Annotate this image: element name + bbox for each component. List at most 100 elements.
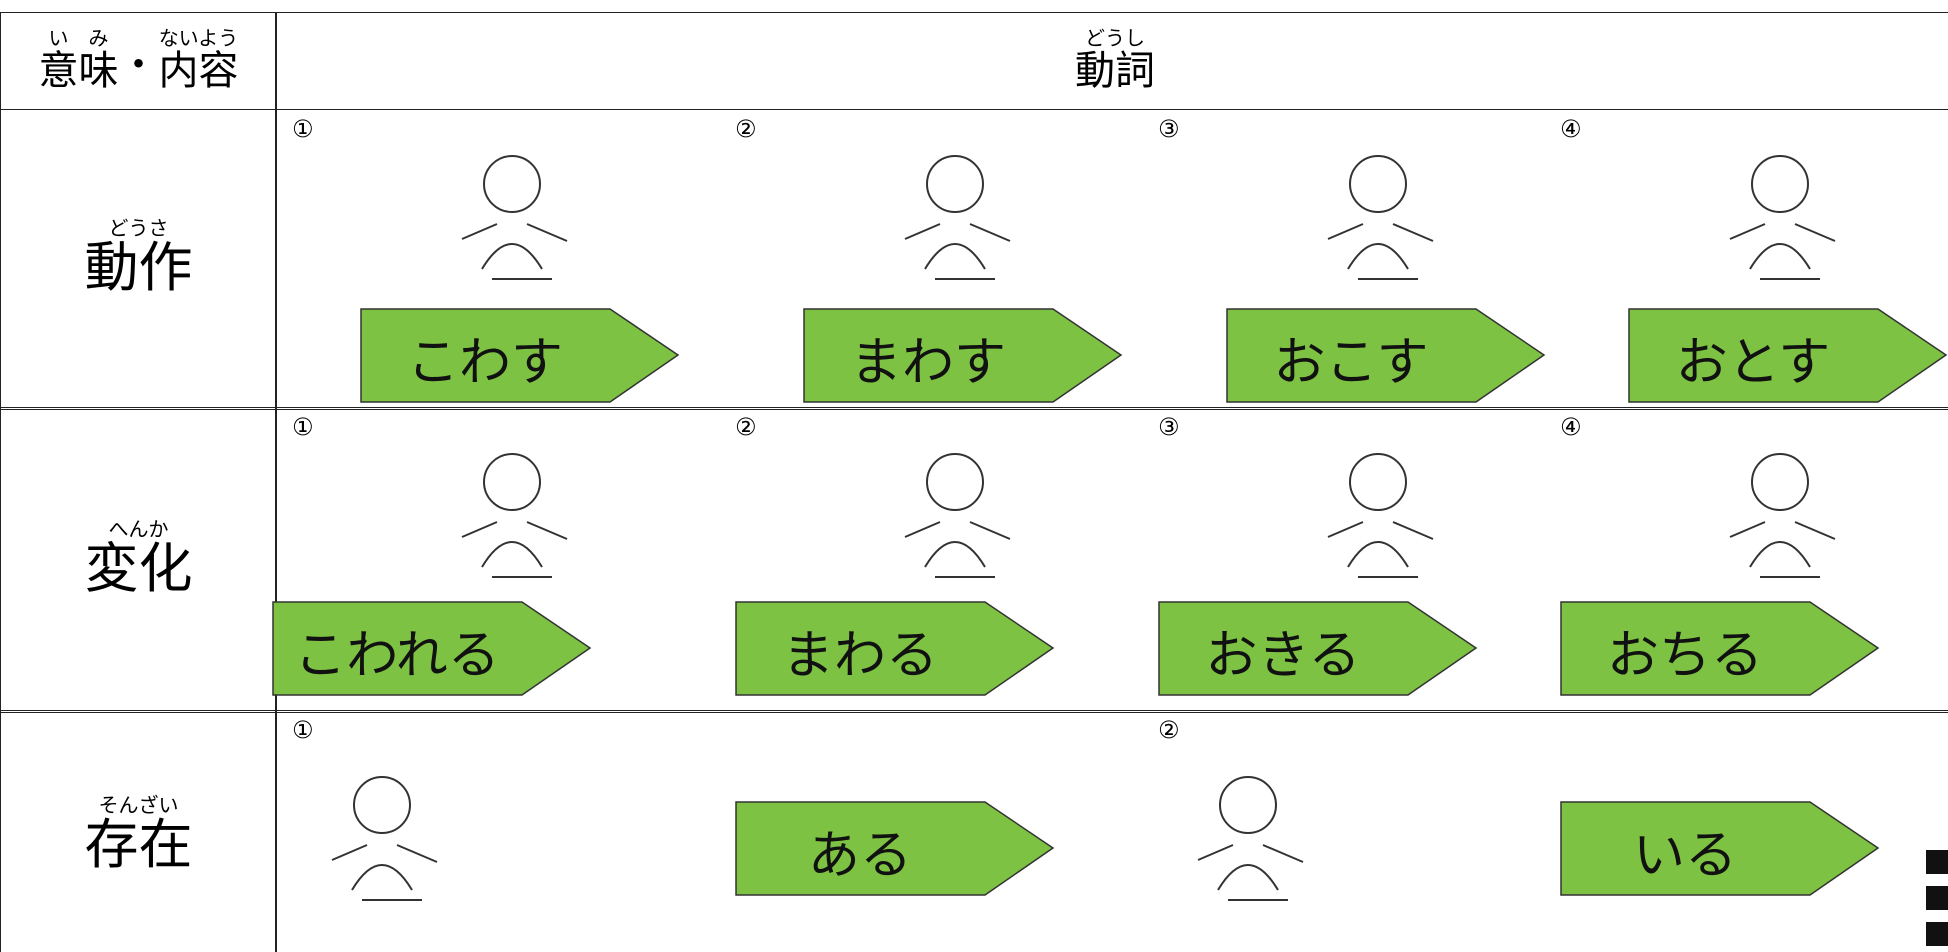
- ruby-text: どうさ: [84, 216, 193, 240]
- arrow-shape: [272, 601, 592, 696]
- row-label: 動作どうさ: [0, 109, 277, 410]
- sketch: [1349, 155, 1407, 213]
- sketch: [331, 844, 438, 901]
- verb-arrow: おきる: [1158, 601, 1478, 696]
- header-title: 動詞どうし: [275, 12, 1948, 110]
- ruby-text: そんざい: [84, 792, 193, 817]
- sketch: [1729, 521, 1836, 578]
- arrow-shape: [735, 601, 1055, 696]
- sketch: [1729, 223, 1836, 280]
- sketch: [461, 223, 568, 280]
- qr-code: [1926, 850, 1948, 946]
- ruby-base: 動詞: [1075, 47, 1155, 94]
- ruby-base: 意: [38, 47, 79, 94]
- verb-arrow: おとす: [1628, 308, 1948, 403]
- ruby-text: み: [78, 25, 119, 50]
- header-label: 意い 味み・内容ないよう: [0, 12, 277, 110]
- sketch: [1349, 453, 1407, 511]
- sketch: [1751, 453, 1809, 511]
- ruby-base: 内容: [158, 47, 239, 94]
- illustration: [1327, 453, 1434, 578]
- verb: おきる: [1206, 626, 1361, 686]
- row-cell: [275, 109, 1948, 410]
- item-number: ①: [292, 115, 314, 143]
- sketch: [353, 776, 411, 834]
- arrow-shape: [1560, 801, 1880, 896]
- sketch: [926, 155, 984, 213]
- verb-arrow: まわる: [735, 601, 1055, 696]
- ruby: 味み: [78, 25, 119, 96]
- ruby: 動作どうさ: [84, 216, 193, 302]
- item-number: ④: [1560, 115, 1582, 143]
- verb-arrow: いる: [1560, 801, 1880, 896]
- item-number: ②: [735, 413, 757, 441]
- arrow-shape: [1158, 601, 1478, 696]
- verb-arrow: まわす: [803, 308, 1123, 403]
- verb: まわる: [782, 626, 938, 686]
- verb: こわす: [407, 333, 563, 393]
- sketch: [1327, 223, 1434, 280]
- ruby-base: 動作: [84, 236, 193, 299]
- verb: おとす: [1676, 333, 1830, 393]
- verb: おちる: [1607, 626, 1763, 686]
- verb-arrow: こわれる: [272, 601, 592, 696]
- arrow-shape: [360, 308, 680, 403]
- arrow-shape: [1226, 308, 1546, 403]
- ruby-base: 味: [78, 47, 119, 94]
- verb-arrow: おちる: [1560, 601, 1880, 696]
- verb: いる: [1633, 826, 1737, 886]
- sketch: [483, 453, 541, 511]
- ruby-base: 存在: [84, 812, 193, 876]
- row-cell: [275, 407, 1948, 713]
- text: ・: [118, 42, 159, 88]
- illustration: [461, 453, 568, 578]
- illustration: [1327, 155, 1434, 280]
- item-number: ①: [292, 413, 314, 441]
- ruby-text: ないよう: [158, 25, 239, 50]
- item-number: ②: [735, 115, 757, 143]
- illustration: [1729, 155, 1836, 280]
- qr-block: [1926, 922, 1948, 946]
- qr-block: [1926, 850, 1948, 874]
- verb-arrow: ある: [735, 801, 1055, 896]
- arrow-shape: [803, 308, 1123, 403]
- verb: まわす: [850, 333, 1006, 393]
- ruby-base: 変化: [84, 536, 193, 600]
- illustration: [461, 155, 568, 280]
- sketch: [926, 453, 984, 511]
- verb-arrow: こわす: [360, 308, 680, 403]
- verb: ある: [808, 826, 912, 886]
- sketch: [1327, 521, 1434, 578]
- item-number: ③: [1158, 413, 1180, 441]
- illustration: [1197, 776, 1304, 901]
- verb: おこす: [1274, 333, 1429, 393]
- sketch: [904, 521, 1011, 578]
- arrow-shape: [735, 801, 1055, 896]
- sketch: [1219, 776, 1277, 834]
- sketch: [904, 223, 1011, 280]
- ruby: 意い: [38, 25, 79, 96]
- item-number: ②: [1158, 716, 1180, 744]
- ruby: 変化へんか: [84, 517, 193, 603]
- row-cell: [275, 710, 1948, 952]
- item-number: ①: [292, 716, 314, 744]
- illustration: [904, 453, 1011, 578]
- sketch: [461, 521, 568, 578]
- ruby: 内容ないよう: [158, 25, 239, 96]
- verb-arrow: おこす: [1226, 308, 1546, 403]
- illustration: [331, 776, 438, 901]
- ruby-text: どうし: [1075, 25, 1155, 50]
- ruby: 存在そんざい: [84, 792, 193, 879]
- item-number: ④: [1560, 413, 1582, 441]
- ruby: 動詞どうし: [1075, 25, 1155, 96]
- sketch: [1751, 155, 1809, 213]
- ruby-text: い: [38, 25, 79, 50]
- qr-block: [1926, 886, 1948, 910]
- row-label: 存在そんざい: [0, 710, 277, 952]
- item-number: ③: [1158, 115, 1180, 143]
- arrow-shape: [1560, 601, 1880, 696]
- row-label: 変化へんか: [0, 407, 277, 713]
- arrow-shape: [1628, 308, 1948, 403]
- sketch: [1197, 844, 1304, 901]
